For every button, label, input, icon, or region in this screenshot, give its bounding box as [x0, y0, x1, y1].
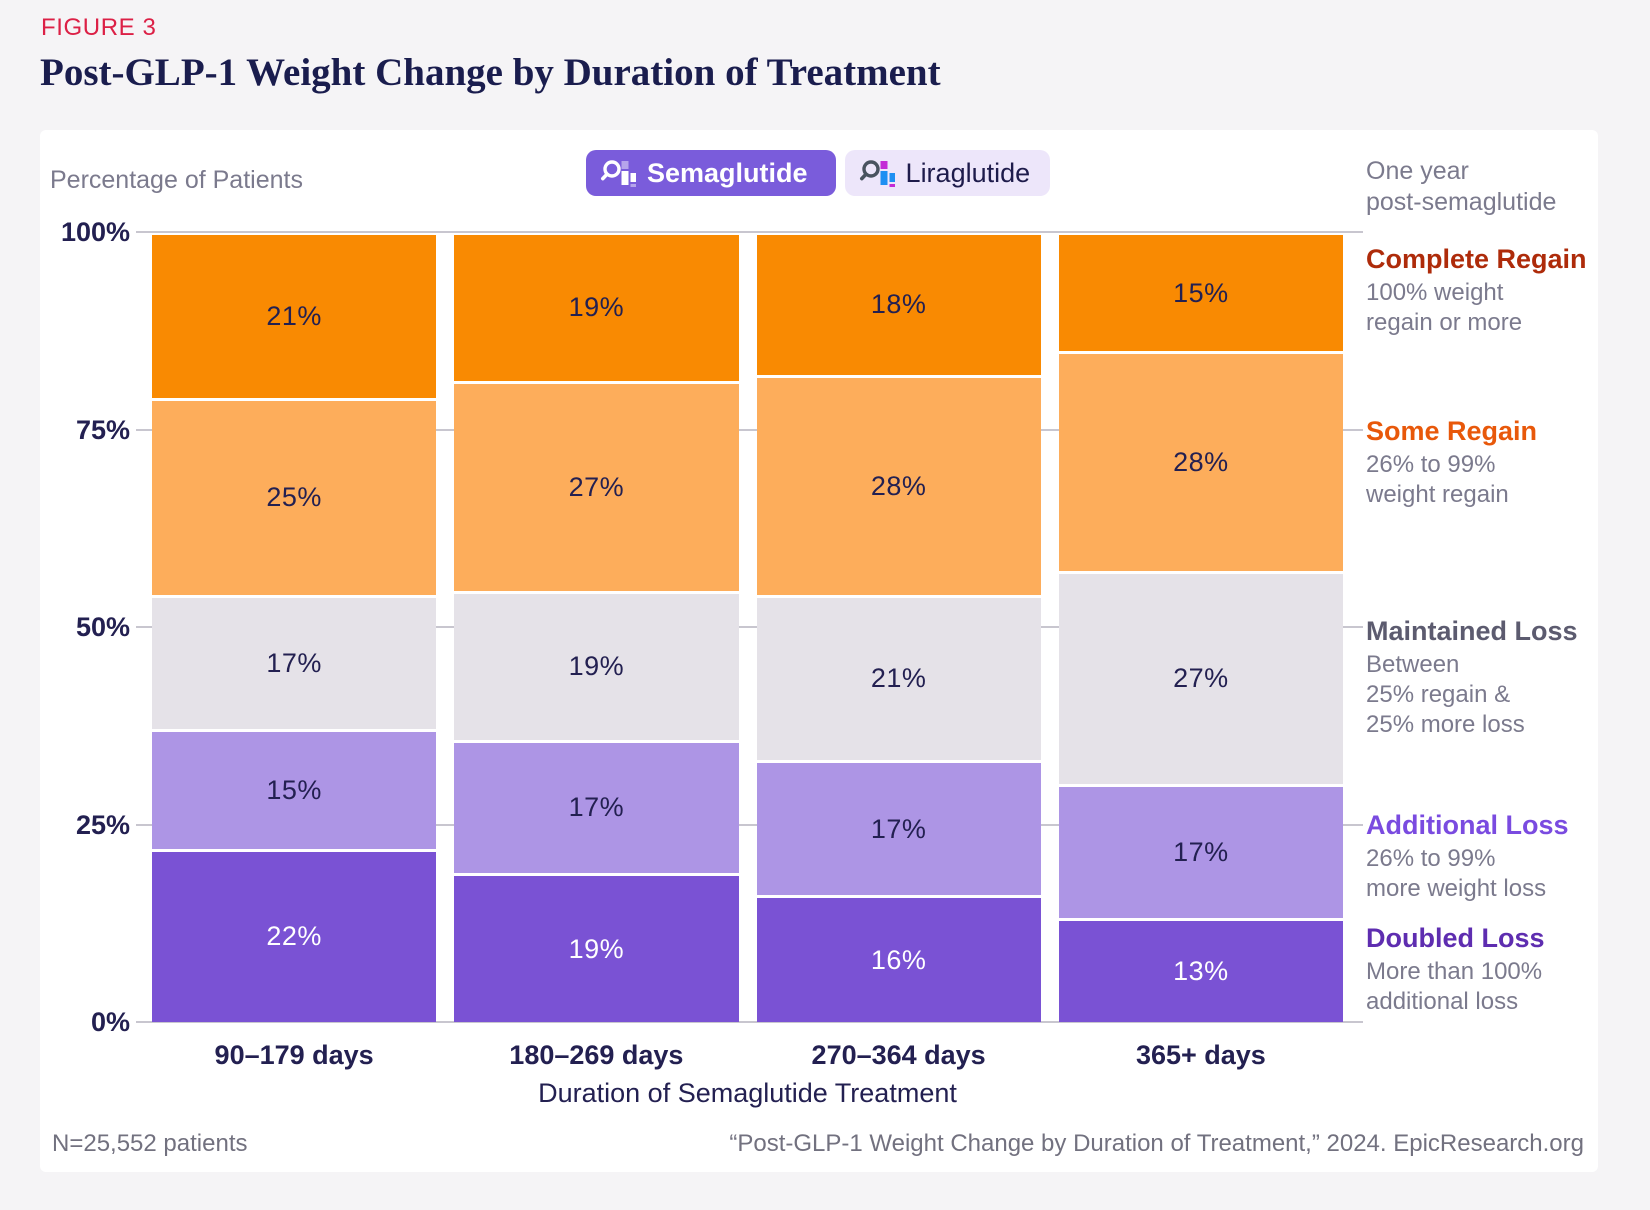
y-tick-50: 50% — [75, 612, 130, 642]
bar-segment-some-regain[interactable]: 28% — [756, 374, 1041, 595]
bar-value-label: 13% — [1173, 956, 1229, 987]
bar-segment-maintained-loss[interactable]: 17% — [152, 594, 437, 730]
bar-value-label: 17% — [1173, 836, 1229, 867]
bar-value-label: 17% — [568, 792, 625, 823]
legend-entry-desc: More than 100% additional loss — [1366, 958, 1543, 1015]
legend-entry-desc: Between 25% regain & 25% more loss — [1366, 651, 1525, 738]
bar-value-label: 27% — [1173, 663, 1229, 694]
legend-entry-name: Doubled Loss — [1366, 923, 1545, 953]
x-tick-label: 90–179 days — [214, 1040, 374, 1070]
bar-value-label: 16% — [870, 944, 927, 975]
bar-segment-additional-loss[interactable]: 15% — [152, 729, 437, 849]
bar-segment-complete-regain[interactable]: 19% — [454, 235, 739, 381]
bar-segment-doubled-loss[interactable]: 19% — [454, 873, 739, 1023]
bar-segment-maintained-loss[interactable]: 21% — [756, 594, 1041, 761]
toggle-liraglutide-label: Liraglutide — [905, 157, 1031, 188]
bar-value-label: 19% — [568, 292, 625, 323]
page-title: Post-GLP-1 Weight Change by Duration of … — [40, 51, 941, 94]
gridline-100 — [136, 231, 1363, 233]
toggle-liraglutide[interactable]: Liraglutide — [844, 150, 1051, 196]
legend-entry-name: Additional Loss — [1366, 810, 1569, 840]
gridline-25 — [136, 823, 1363, 826]
bar-value-label: 19% — [568, 933, 625, 964]
bar-value-label: 18% — [870, 289, 927, 320]
bar-segment-complete-regain[interactable]: 21% — [152, 235, 437, 398]
bar-value-label: 27% — [568, 471, 625, 502]
x-axis-labels: 90–179 days 180–269 days 270–364 days 36… — [152, 1040, 1343, 1071]
legend-entry-complete-regain: Complete Regain 100% weight regain or mo… — [1366, 244, 1606, 338]
legend-entry-doubled-loss: Doubled Loss More than 100% additional l… — [1366, 923, 1606, 1017]
legend-entry-name: Some Regain — [1366, 416, 1538, 446]
x-axis-title: Duration of Semaglutide Treatment — [538, 1078, 957, 1108]
gridline-50 — [136, 626, 1363, 628]
bar-segment-doubled-loss[interactable]: 22% — [152, 848, 437, 1022]
gridline-75 — [136, 428, 1363, 431]
bar-segment-additional-loss[interactable]: 17% — [756, 760, 1041, 895]
toggle-semaglutide-label: Semaglutide — [647, 157, 808, 188]
bar-value-label: 28% — [870, 470, 927, 501]
stacked-bars: 21% 25% 17% 15% 22% 19% 27% 19% 17% 19% 18% 28% 21% 1… — [152, 235, 1343, 1023]
x-tick-label: 180–269 days — [509, 1040, 684, 1070]
drug-toggle-group: Semaglutide Liraglutide — [586, 150, 1051, 196]
magnifier-barchart-icon — [600, 160, 636, 187]
bar-segment-some-regain[interactable]: 25% — [152, 397, 437, 595]
bar-column-4: 15% 28% 27% 17% 13% — [1058, 235, 1343, 1022]
chart-card: Percentage of Patients Semaglutide — [40, 130, 1598, 1172]
legend-entry-name: Maintained Loss — [1366, 616, 1578, 646]
y-tick-100: 100% — [60, 217, 130, 247]
bar-value-label: 19% — [568, 651, 625, 682]
legend-entry-additional-loss: Additional Loss 26% to 99% more weight l… — [1366, 810, 1606, 904]
legend-entry-desc: 100% weight regain or more — [1366, 279, 1523, 336]
magnifier-barchart-icon — [859, 160, 895, 187]
y-axis-title: Percentage of Patients — [50, 166, 303, 194]
bar-segment-additional-loss[interactable]: 17% — [1058, 783, 1343, 919]
bar-value-label: 28% — [1173, 447, 1229, 478]
bar-segment-doubled-loss[interactable]: 13% — [1058, 918, 1343, 1022]
x-tick-label: 365+ days — [1135, 1040, 1266, 1070]
bar-segment-some-regain[interactable]: 27% — [454, 380, 739, 591]
gridline-0 — [136, 1021, 1363, 1023]
bar-value-label: 25% — [266, 482, 322, 513]
bar-segment-maintained-loss[interactable]: 27% — [1058, 571, 1343, 784]
toggle-semaglutide[interactable]: Semaglutide — [586, 150, 836, 196]
bar-value-label: 17% — [870, 813, 927, 844]
y-tick-25: 25% — [75, 809, 130, 840]
bar-value-label: 15% — [1173, 277, 1229, 308]
y-tick-75: 75% — [75, 414, 130, 445]
plot-area: 100% 75% 50% 25% 0% 21% 25% 17% 15% 22% 19% 27… — [61, 217, 1363, 1037]
legend-entry-name: Complete Regain — [1366, 244, 1587, 274]
bar-value-label: 21% — [266, 300, 322, 331]
bar-value-label: 15% — [266, 774, 322, 805]
bar-segment-complete-regain[interactable]: 18% — [756, 235, 1041, 375]
bar-value-label: 22% — [266, 921, 322, 952]
bar-segment-doubled-loss[interactable]: 16% — [756, 895, 1041, 1022]
bar-column-3: 18% 28% 21% 17% 16% — [756, 235, 1041, 1022]
bar-value-label: 21% — [870, 663, 927, 694]
legend-entry-desc: 26% to 99% weight regain — [1366, 451, 1509, 508]
bar-segment-complete-regain[interactable]: 15% — [1058, 235, 1343, 352]
legend-entry-desc: 26% to 99% more weight loss — [1366, 845, 1547, 902]
y-tick-0: 0% — [90, 1007, 130, 1037]
bar-column-2: 19% 27% 19% 17% 19% — [454, 235, 739, 1023]
card-footer: N=25,552 patients “Post-GLP-1 Weight Cha… — [52, 1130, 1584, 1158]
sample-size: N=25,552 patients — [52, 1130, 248, 1157]
bar-column-1: 21% 25% 17% 15% 22% — [152, 235, 437, 1022]
legend-entry-maintained-loss: Maintained Loss Between 25% regain & 25%… — [1366, 616, 1606, 740]
source-citation: “Post-GLP-1 Weight Change by Duration of… — [729, 1130, 1584, 1157]
x-tick-label: 270–364 days — [811, 1040, 986, 1070]
bar-value-label: 17% — [266, 647, 322, 678]
bar-segment-additional-loss[interactable]: 17% — [454, 739, 739, 874]
bar-segment-some-regain[interactable]: 28% — [1058, 351, 1343, 572]
figure-label: FIGURE 3 — [41, 14, 157, 41]
bar-segment-maintained-loss[interactable]: 19% — [454, 590, 739, 740]
legend-entry-some-regain: Some Regain 26% to 99% weight regain — [1366, 416, 1606, 510]
legend-intro: One year post-semaglutide — [1366, 157, 1557, 216]
